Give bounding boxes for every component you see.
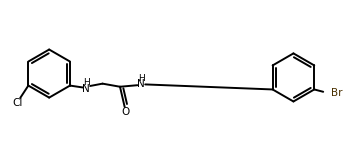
Text: Cl: Cl	[13, 98, 23, 108]
Text: Br: Br	[331, 88, 342, 98]
Text: H: H	[83, 78, 90, 87]
Text: N: N	[138, 79, 145, 89]
Text: O: O	[121, 107, 130, 117]
Text: H: H	[138, 74, 145, 83]
Text: N: N	[83, 84, 90, 94]
